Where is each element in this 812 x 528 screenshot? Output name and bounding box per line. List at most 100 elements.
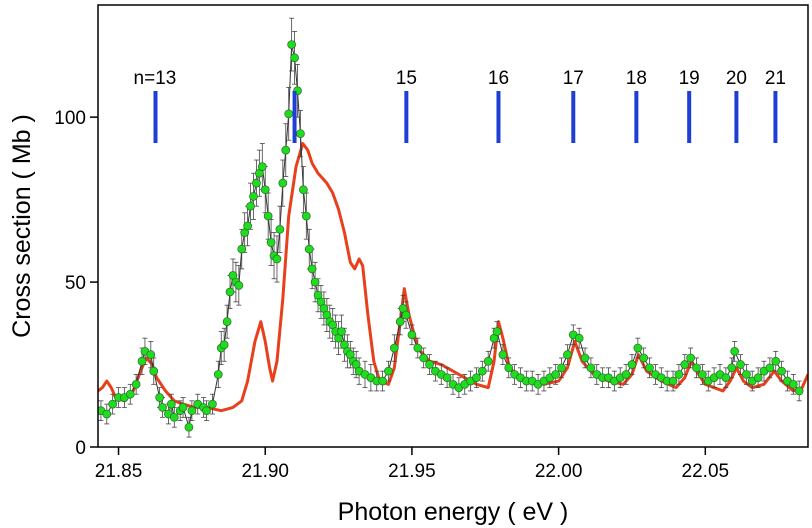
- data-point: [639, 353, 649, 363]
- plot-area: [98, 17, 808, 438]
- data-point: [378, 376, 387, 386]
- data-point: [621, 370, 631, 379]
- data-point: [753, 373, 763, 383]
- x-tick-label: 22.05: [682, 461, 730, 482]
- y-tick-label: 50: [65, 273, 86, 294]
- data-point: [158, 403, 167, 412]
- data-point: [166, 399, 176, 409]
- data-point: [213, 370, 223, 379]
- data-point: [472, 373, 481, 383]
- data-point: [686, 353, 695, 363]
- data-point: [178, 403, 188, 412]
- data-point: [278, 178, 288, 188]
- data-point: [125, 389, 135, 399]
- data-point: [296, 129, 305, 138]
- data-point: [184, 422, 194, 432]
- data-point: [384, 366, 393, 376]
- data-point: [287, 40, 296, 49]
- data-point: [551, 370, 561, 379]
- data-point: [307, 264, 317, 274]
- data-point: [627, 360, 637, 369]
- data-point: [299, 185, 308, 195]
- data-point: [413, 343, 423, 353]
- data-point: [765, 363, 775, 373]
- x-tick-label: 21.95: [388, 461, 436, 482]
- data-point: [237, 244, 247, 254]
- data-point: [504, 363, 514, 373]
- data-point: [304, 244, 314, 254]
- data-point: [263, 211, 273, 221]
- data-point: [208, 399, 217, 409]
- x-tick-label: 21.90: [241, 461, 289, 482]
- x-tick-label: 21.85: [95, 461, 143, 482]
- level-label: 16: [488, 68, 509, 89]
- data-point: [407, 330, 417, 340]
- data-point: [169, 412, 179, 422]
- data-point: [419, 353, 429, 363]
- data-point: [425, 360, 434, 369]
- data-point: [483, 356, 493, 366]
- data-point: [266, 238, 276, 247]
- level-label: 20: [726, 68, 747, 89]
- data-point: [574, 333, 584, 343]
- data-point: [137, 356, 147, 366]
- data-point: [674, 370, 684, 379]
- data-point: [222, 317, 232, 327]
- level-label: 17: [563, 68, 584, 89]
- data-point: [771, 356, 781, 366]
- data-point: [442, 373, 452, 383]
- data-point: [788, 379, 798, 389]
- data-point: [498, 350, 508, 359]
- data-point: [633, 343, 643, 353]
- data-point: [395, 317, 405, 327]
- data-point: [742, 370, 751, 379]
- data-point: [563, 350, 572, 359]
- data-point: [721, 373, 731, 383]
- data-point: [310, 277, 320, 287]
- data-point: [680, 360, 690, 369]
- data-point: [252, 178, 261, 188]
- data-point: [401, 310, 411, 320]
- data-point: [698, 370, 707, 379]
- data-point: [102, 409, 112, 419]
- plot-frame: [97, 4, 809, 448]
- data-point: [492, 327, 502, 336]
- data-point: [645, 363, 654, 373]
- data-point: [202, 406, 211, 416]
- data-point: [249, 191, 258, 201]
- y-tick-label: 0: [75, 438, 86, 459]
- data-point: [219, 340, 229, 350]
- data-point: [736, 360, 745, 369]
- data-point: [777, 366, 786, 376]
- data-point: [337, 327, 346, 336]
- level-label: n=13: [134, 68, 177, 89]
- data-point: [794, 386, 804, 396]
- level-label: 15: [396, 68, 417, 89]
- data-point: [243, 221, 252, 231]
- data-point: [586, 363, 596, 373]
- x-axis-label: Photon energy ( eV ): [338, 498, 569, 526]
- data-point: [727, 363, 737, 373]
- level-label: 19: [679, 68, 700, 89]
- data-point: [234, 281, 244, 290]
- data-point: [131, 379, 141, 389]
- data-point: [187, 406, 197, 416]
- data-point: [301, 211, 311, 221]
- data-point: [225, 287, 235, 297]
- data-point: [275, 224, 285, 234]
- y-tick-label: 100: [54, 108, 86, 129]
- data-point: [284, 109, 294, 119]
- data-point: [557, 363, 566, 373]
- data-point: [692, 363, 701, 373]
- data-point: [290, 53, 299, 63]
- data-point: [477, 366, 487, 376]
- data-point: [149, 366, 159, 376]
- data-point: [668, 376, 678, 386]
- data-point: [146, 350, 156, 359]
- data-point: [281, 145, 291, 155]
- data-point: [257, 162, 267, 171]
- data-point: [108, 399, 118, 409]
- data-point: [389, 343, 399, 353]
- y-axis-label: Cross section ( Mb ): [8, 114, 36, 338]
